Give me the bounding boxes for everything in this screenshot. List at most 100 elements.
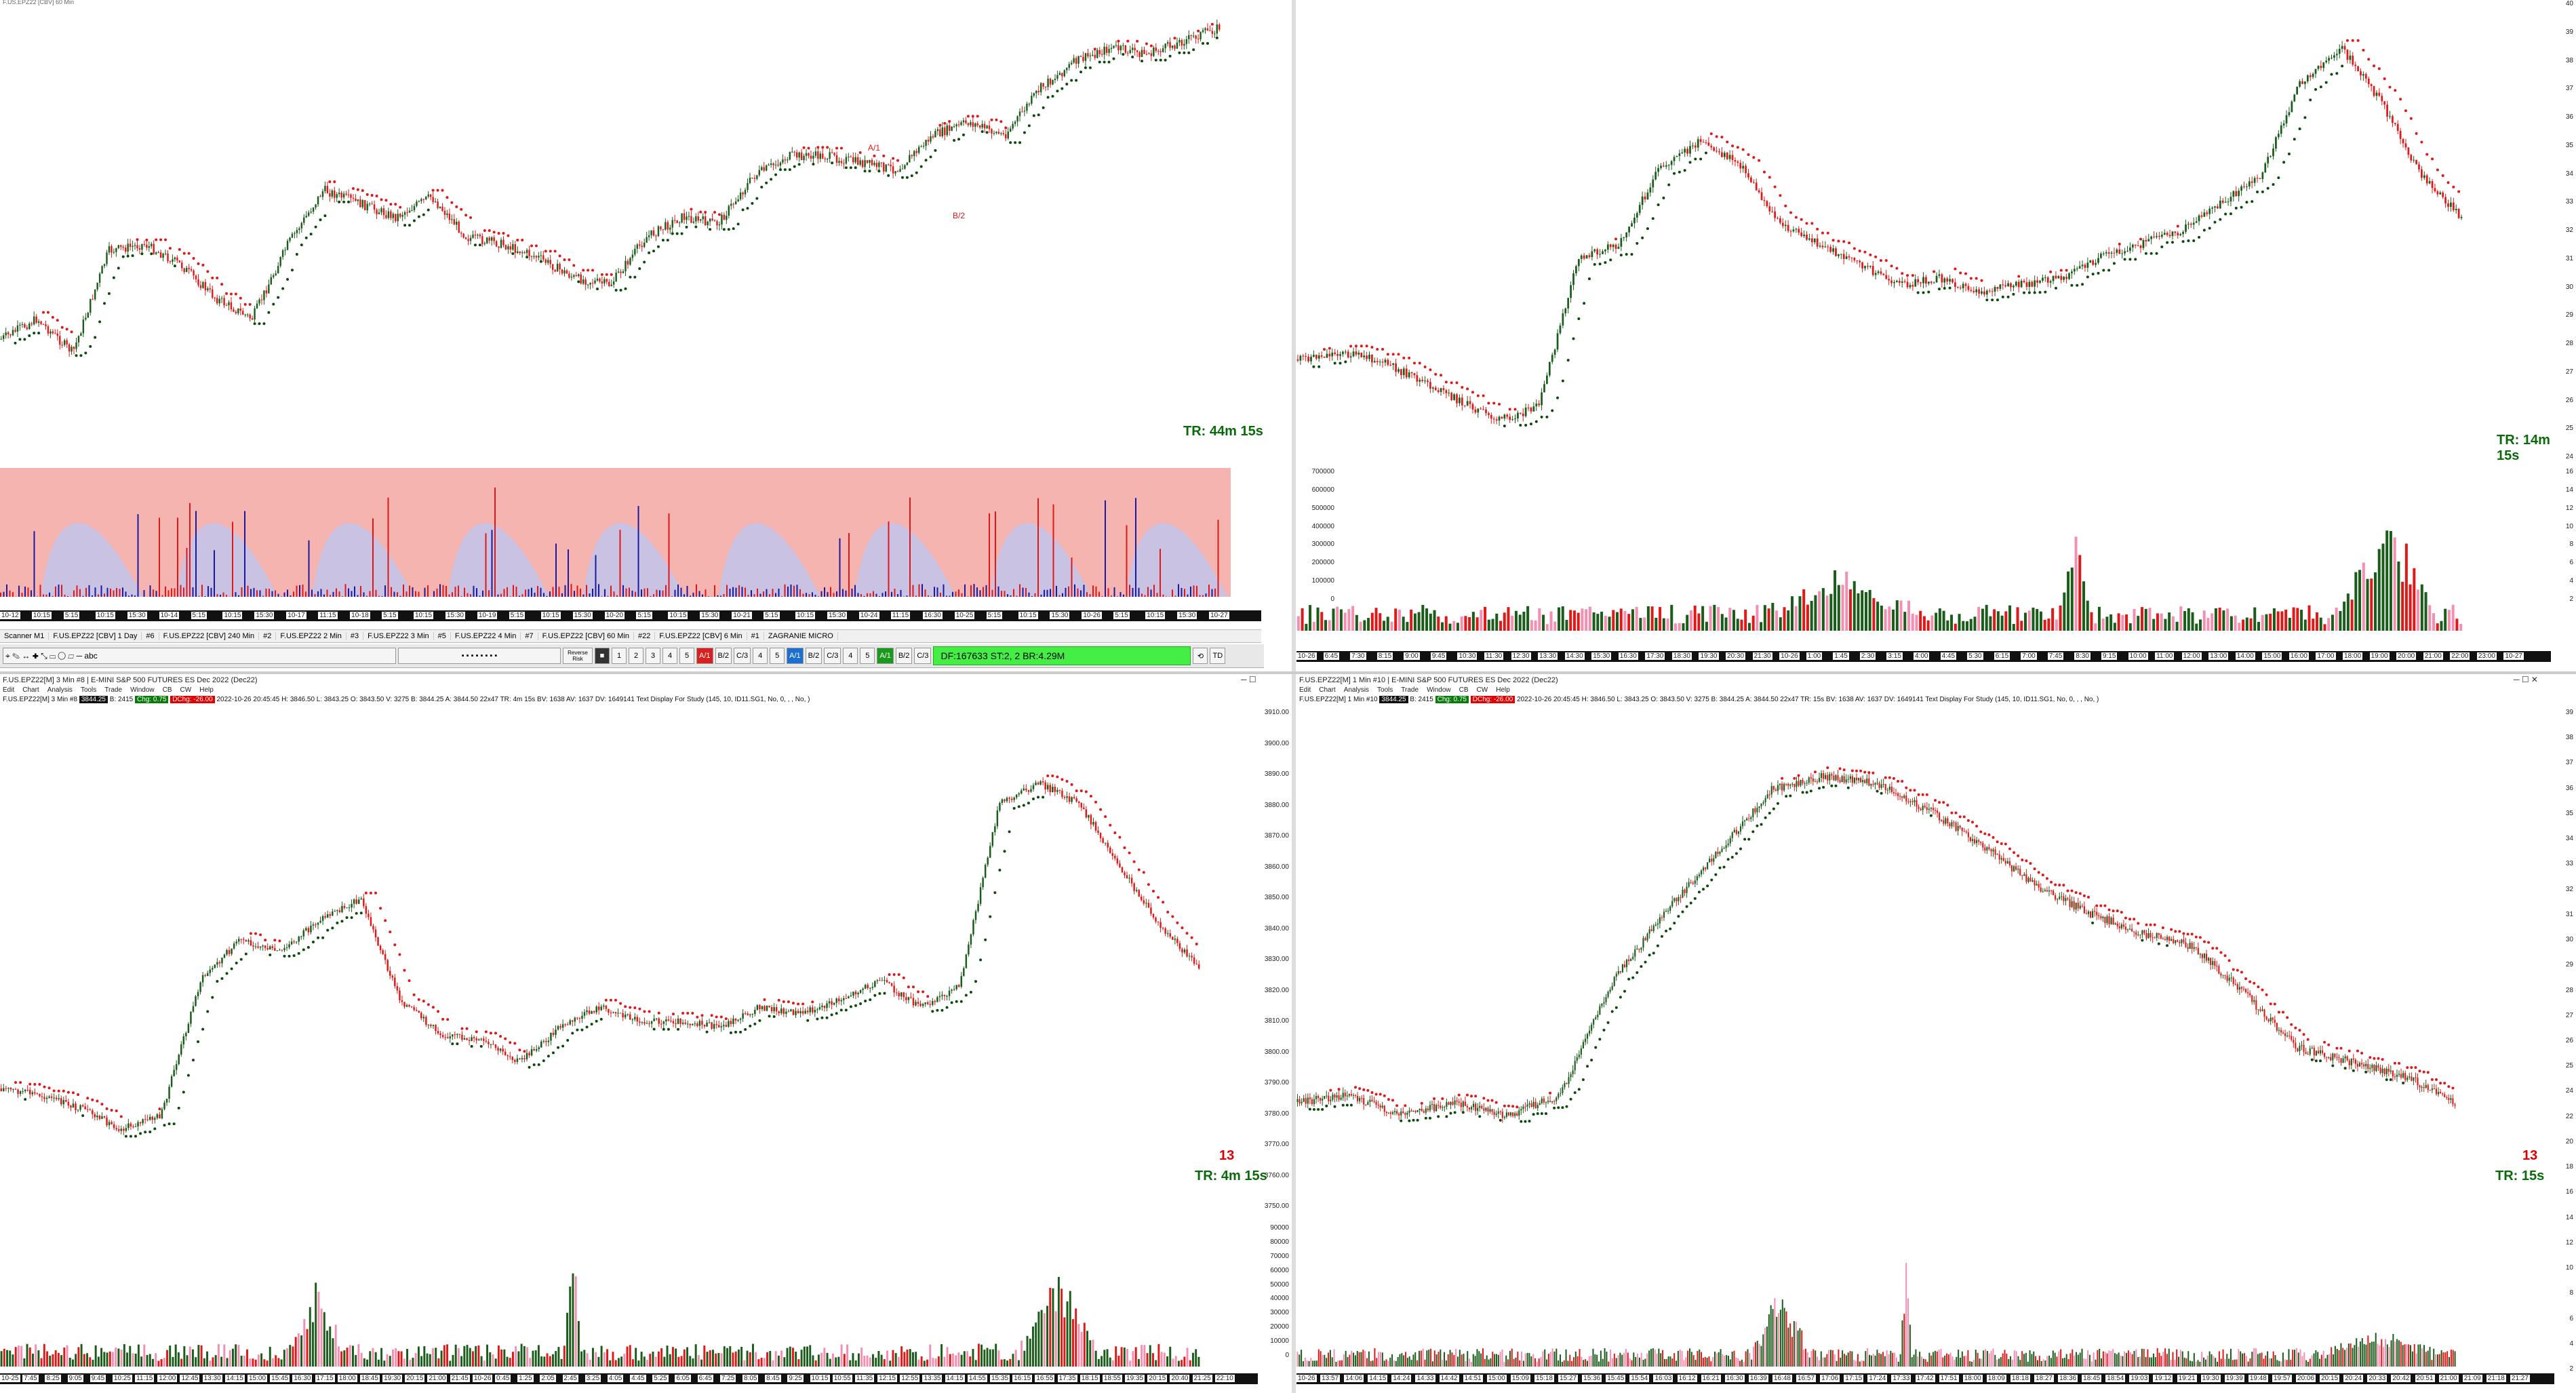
candle	[101, 266, 103, 274]
b2-button[interactable]: B/2	[715, 648, 732, 664]
price-chart[interactable]	[0, 709, 1258, 1224]
volume-bar	[507, 587, 508, 597]
volume-chart[interactable]	[1296, 468, 2551, 631]
candle	[117, 1129, 120, 1131]
candle	[2383, 101, 2386, 105]
chart-tab[interactable]: #6	[142, 632, 159, 640]
chart-tab[interactable]: F.US.EPZ22 [CBV] 60 Min	[538, 632, 635, 640]
candle	[1890, 280, 1893, 283]
chart-tab[interactable]: #3	[346, 632, 364, 640]
price-chart[interactable]	[1296, 0, 2551, 461]
chart-tab[interactable]: #1	[747, 632, 764, 640]
a1-buy-button[interactable]: A/1	[787, 648, 804, 664]
menu-item[interactable]: CB	[162, 686, 172, 694]
candle	[2126, 250, 2128, 252]
volume-bar	[275, 590, 276, 597]
pane-divider-vertical[interactable]	[1292, 0, 1296, 1393]
trade-toolbar[interactable]: ⌖ ✎ ↔ ✚ ⤡ ▭ ◯ ▱ ─ abc ▪ ▪ ▪ ▪ ▪ ▪ ▪ ▪ Re…	[0, 644, 1264, 668]
qty-3-button[interactable]: 3	[646, 648, 660, 664]
volume-chart[interactable]	[0, 468, 1261, 610]
chart-tab[interactable]: #22	[634, 632, 656, 640]
time-axis[interactable]: 10-26 6:45 7:30 8:15 9:00 9:45 10:30 11:30 12:30…	[1296, 651, 2551, 662]
refresh-icon[interactable]: ⟲	[1193, 648, 1208, 664]
volume-bar	[1717, 607, 1720, 631]
chart-tab[interactable]: ZAGRANIE MICRO	[764, 632, 838, 640]
menu-bar[interactable]: Edit Chart Analysis Tools Trade Window CB CW Hel…	[0, 686, 222, 695]
volume-bar	[1615, 612, 1619, 631]
chart-tab[interactable]: #5	[433, 632, 451, 640]
chart-tab[interactable]: F.US.EPZ22 3 Min	[363, 632, 434, 640]
menu-item[interactable]: Tools	[80, 686, 97, 694]
price-axis[interactable]: 40 39 38 37 36 35 34 33 32 31 30 29 28 27 26 25 24	[2551, 0, 2576, 461]
trailing-stop-dot	[1662, 196, 1665, 199]
volume-bar	[1014, 1350, 1017, 1367]
candle	[2288, 112, 2291, 115]
candle	[26, 327, 28, 330]
chart-pane-daily[interactable]: 40 39 38 37 36 35 34 33 32 31 30 29 28 27 26 25 24 TR: 1…	[1296, 0, 2576, 671]
qty-4-button[interactable]: 4	[662, 648, 677, 664]
candle	[1310, 357, 1312, 361]
a1-green-button[interactable]: A/1	[877, 648, 894, 664]
td-button[interactable]: TD	[1210, 648, 1226, 664]
c3-button[interactable]: C/3	[734, 648, 751, 664]
candle	[399, 990, 401, 1000]
menu-item[interactable]: Trade	[104, 686, 123, 694]
chart-tab[interactable]: F.US.EPZ22 2 Min	[276, 632, 346, 640]
candle	[3, 1088, 5, 1091]
time-tick-label: 21:30	[1752, 652, 1772, 660]
tool-group[interactable]: ▪ ▪ ▪ ▪ ▪ ▪ ▪ ▪	[398, 648, 561, 664]
candle	[2320, 66, 2322, 68]
chart-tab[interactable]: #7	[521, 632, 538, 640]
qty-2-button[interactable]: 2	[629, 648, 643, 664]
chart-tabs[interactable]: Scanner M1 F.US.EPZ22 [CBV] 1 Day #6 F.US.E…	[0, 629, 1261, 643]
time-axis[interactable]: 10-12 10:15 5:15 10:15 15:30 10-14 5:15 10:15 15…	[0, 610, 1261, 621]
candle	[387, 960, 389, 971]
stop-button[interactable]: ■	[595, 648, 610, 664]
volume-bar	[271, 1358, 274, 1367]
chart-tab[interactable]: F.US.EPZ22 [CBV] 240 Min	[159, 632, 260, 640]
trailing-stop-dot	[1969, 277, 1973, 280]
volume-bar	[2288, 618, 2291, 631]
volume-bar	[297, 1333, 300, 1367]
price-chart[interactable]: A/1B/2	[0, 0, 1261, 468]
volume-bar	[1930, 615, 1934, 631]
price-axis[interactable]: 3910.00 3900.00 3890.00 3880.00 3870.00 3860.…	[1258, 709, 1292, 1224]
candle	[1025, 788, 1027, 791]
menu-item[interactable]: CW	[180, 686, 192, 694]
candle	[1049, 78, 1052, 85]
qty-1-button[interactable]: 1	[612, 648, 627, 664]
c3-buy-button[interactable]: C/3	[824, 648, 841, 664]
candle	[259, 946, 262, 948]
reverse-risk-button[interactable]: Reverse Risk	[563, 648, 593, 664]
chart-tab[interactable]: F.US.EPZ22 4 Min	[450, 632, 521, 640]
menu-item[interactable]: Analysis	[47, 686, 73, 694]
b2-buy-button[interactable]: B/2	[805, 648, 823, 664]
qty-5c-button[interactable]: 5	[860, 648, 875, 664]
menu-item[interactable]: Chart	[22, 686, 39, 694]
chart-pane-60min[interactable]: F.US.EPZ22 [CBV] 60 Min A/1B/2 4000.0039…	[0, 0, 1288, 671]
volume-bar	[1023, 1350, 1026, 1367]
c3-green-button[interactable]: C/3	[914, 648, 932, 664]
price-axis[interactable]: 4000.003980.003960.003940.003920.003900.…	[1261, 0, 1289, 468]
qty-4c-button[interactable]: 4	[843, 648, 858, 664]
a1-sell-button[interactable]: A/1	[696, 648, 713, 664]
chart-pane-3min[interactable]: F.US.EPZ22[M] 3 Min #8 | E-MINI S&P 500 …	[0, 675, 1292, 1393]
drawing-tools[interactable]: ⌖ ✎ ↔ ✚ ⤡ ▭ ◯ ▱ ─ abc	[3, 648, 396, 664]
volume-chart[interactable]	[0, 1224, 1258, 1367]
b2-green-button[interactable]: B/2	[895, 648, 913, 664]
window-controls[interactable]: ─ ☐	[1241, 675, 1256, 684]
menu-item[interactable]: Help	[199, 686, 214, 694]
qty-5-button[interactable]: 5	[679, 648, 694, 664]
volume-bar	[2109, 614, 2113, 631]
qty-4b-button[interactable]: 4	[753, 648, 768, 664]
pane-divider-horizontal[interactable]	[0, 671, 2576, 674]
chart-tab[interactable]: #2	[259, 632, 277, 640]
chart-tab[interactable]: Scanner M1	[0, 632, 49, 640]
qty-5b-button[interactable]: 5	[770, 648, 785, 664]
chart-tab[interactable]: F.US.EPZ22 [CBV] 6 Min	[655, 632, 747, 640]
volume-bar	[1316, 607, 1320, 631]
menu-item[interactable]: Edit	[3, 686, 15, 694]
menu-item[interactable]: Window	[130, 686, 155, 694]
candle	[1625, 232, 1628, 237]
chart-tab[interactable]: F.US.EPZ22 [CBV] 1 Day	[49, 632, 142, 640]
